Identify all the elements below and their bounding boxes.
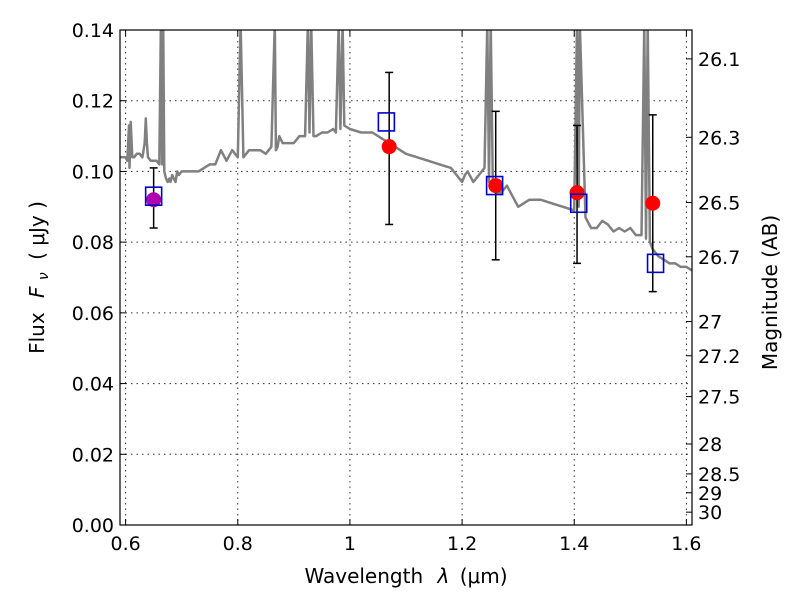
magnitude-tick-label: 28 [698, 434, 722, 456]
y-tick-label: 0.08 [72, 232, 114, 254]
y-axis-ticks: 0.00 0.02 0.04 0.06 0.08 0.10 0.12 0.14 [72, 20, 126, 537]
y-axis-label-text: Flux [25, 312, 49, 354]
x-axis-label-text: Wavelength [304, 564, 423, 588]
magnitude-axis-label: Magnitude (AB) [758, 215, 782, 370]
observed-point [488, 178, 504, 194]
x-axis-label: Wavelength λ (μm) [304, 564, 507, 588]
y-tick-label: 0.04 [72, 374, 114, 396]
x-tick-label: 1.2 [447, 533, 477, 555]
x-tick-label: 1.4 [559, 533, 589, 555]
x-tick-label: 1 [344, 533, 356, 555]
x-axis-ticks: 0.6 0.8 1 1.2 1.4 1.6 [110, 30, 702, 555]
x-axis-label-unit: (μm) [460, 564, 508, 588]
magnitude-tick-label: 27.5 [698, 387, 740, 409]
y-tick-label: 0.14 [72, 20, 114, 42]
magnitude-tick-label: 28.5 [698, 464, 740, 486]
magnitude-tick-label: 26.7 [698, 247, 740, 269]
observed-point [569, 185, 585, 201]
model-points [144, 112, 665, 274]
observed-points [146, 139, 661, 211]
x-tick-label: 1.6 [671, 533, 701, 555]
error-bars [149, 71, 657, 293]
y-tick-label: 0.00 [72, 515, 114, 537]
y-axis-label-sub: ν [36, 272, 52, 280]
magnitude-tick-label: 30 [698, 502, 722, 524]
x-tick-label: 0.8 [223, 533, 253, 555]
magnitude-tick-label: 27 [698, 312, 722, 334]
observed-point [645, 195, 661, 211]
model-point [646, 253, 665, 274]
y-axis-label-symbol: F [25, 286, 49, 298]
y-tick-label: 0.02 [72, 444, 114, 466]
model-point [569, 193, 588, 214]
x-axis-label-symbol: λ [437, 564, 450, 588]
observed-point [381, 139, 397, 155]
magnitude-tick-label: 27.2 [698, 346, 740, 368]
magnitude-tick-label: 26.5 [698, 193, 740, 215]
model-point [144, 186, 163, 206]
model-spectrum [120, 30, 692, 272]
y-tick-label: 0.12 [72, 91, 114, 113]
y-tick-label: 0.10 [72, 161, 114, 183]
spectrum-line [120, 30, 692, 272]
y-axis-label: Flux F ν ( μJy ) [25, 201, 53, 354]
y-tick-label: 0.06 [72, 303, 114, 325]
plot-frame [119, 29, 693, 526]
y-axis-label-unit: ( μJy ) [25, 201, 49, 260]
grid-lines [120, 29, 692, 526]
observed-point [146, 192, 162, 208]
x-tick-label: 0.6 [110, 533, 140, 555]
magnitude-tick-label: 26.1 [698, 49, 740, 71]
model-point [377, 112, 396, 132]
magnitude-tick-label: 26.3 [698, 127, 740, 149]
magnitude-tick-label: 29 [698, 483, 722, 505]
model-point [485, 175, 504, 196]
